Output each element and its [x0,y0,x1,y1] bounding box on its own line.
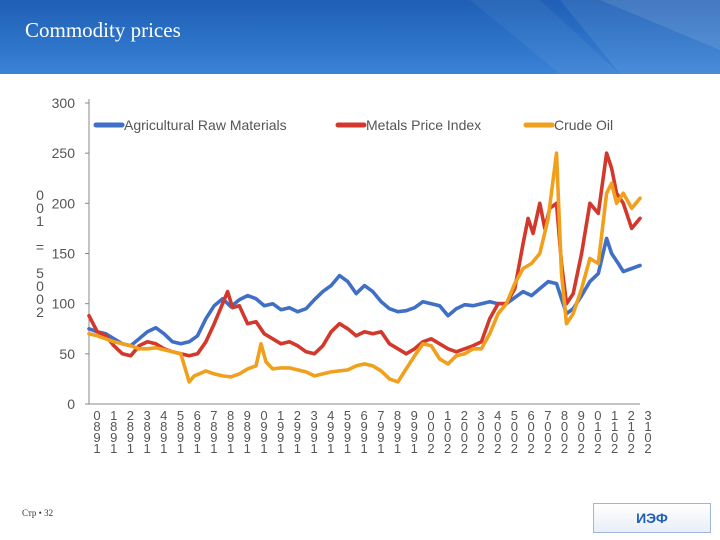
chart-series [87,151,642,384]
y-tick-label: 150 [52,246,76,262]
institute-logo-box: ИЭФ [593,503,711,533]
commodity-chart: 0 50 100 150 200 250 300 0 8 9 1 1 8 9 1 2 8 9 1 3 8 9 1 4 8 9 1 5 8… [36,95,652,456]
slide-header: Commodity prices [0,0,720,74]
slide-title: Commodity prices [25,18,181,42]
y-tick-label: 250 [52,145,76,161]
legend-label-1: Agricultural Raw Materials [124,117,287,133]
series-line-3 [87,151,642,384]
chart-legend: Agricultural Raw Materials Metals Price I… [93,117,613,133]
legend-label-2: Metals Price Index [366,117,481,133]
header-decoration [470,0,720,74]
series-line-1 [87,236,642,348]
y-tick-label: 100 [52,296,76,312]
legend-label-3: Crude Oil [554,117,613,133]
y-tick-label: 50 [59,346,75,362]
page-number: Стр • 32 [22,508,54,518]
chart-axes: 0 50 100 150 200 250 300 0 8 9 1 1 8 9 1 2 8 9 1 3 8 9 1 4 8 9 1 5 8… [52,95,652,456]
y-tick-label: 300 [52,95,76,111]
y-tick-label: 0 [67,396,75,412]
y-tick-label: 200 [52,195,76,211]
